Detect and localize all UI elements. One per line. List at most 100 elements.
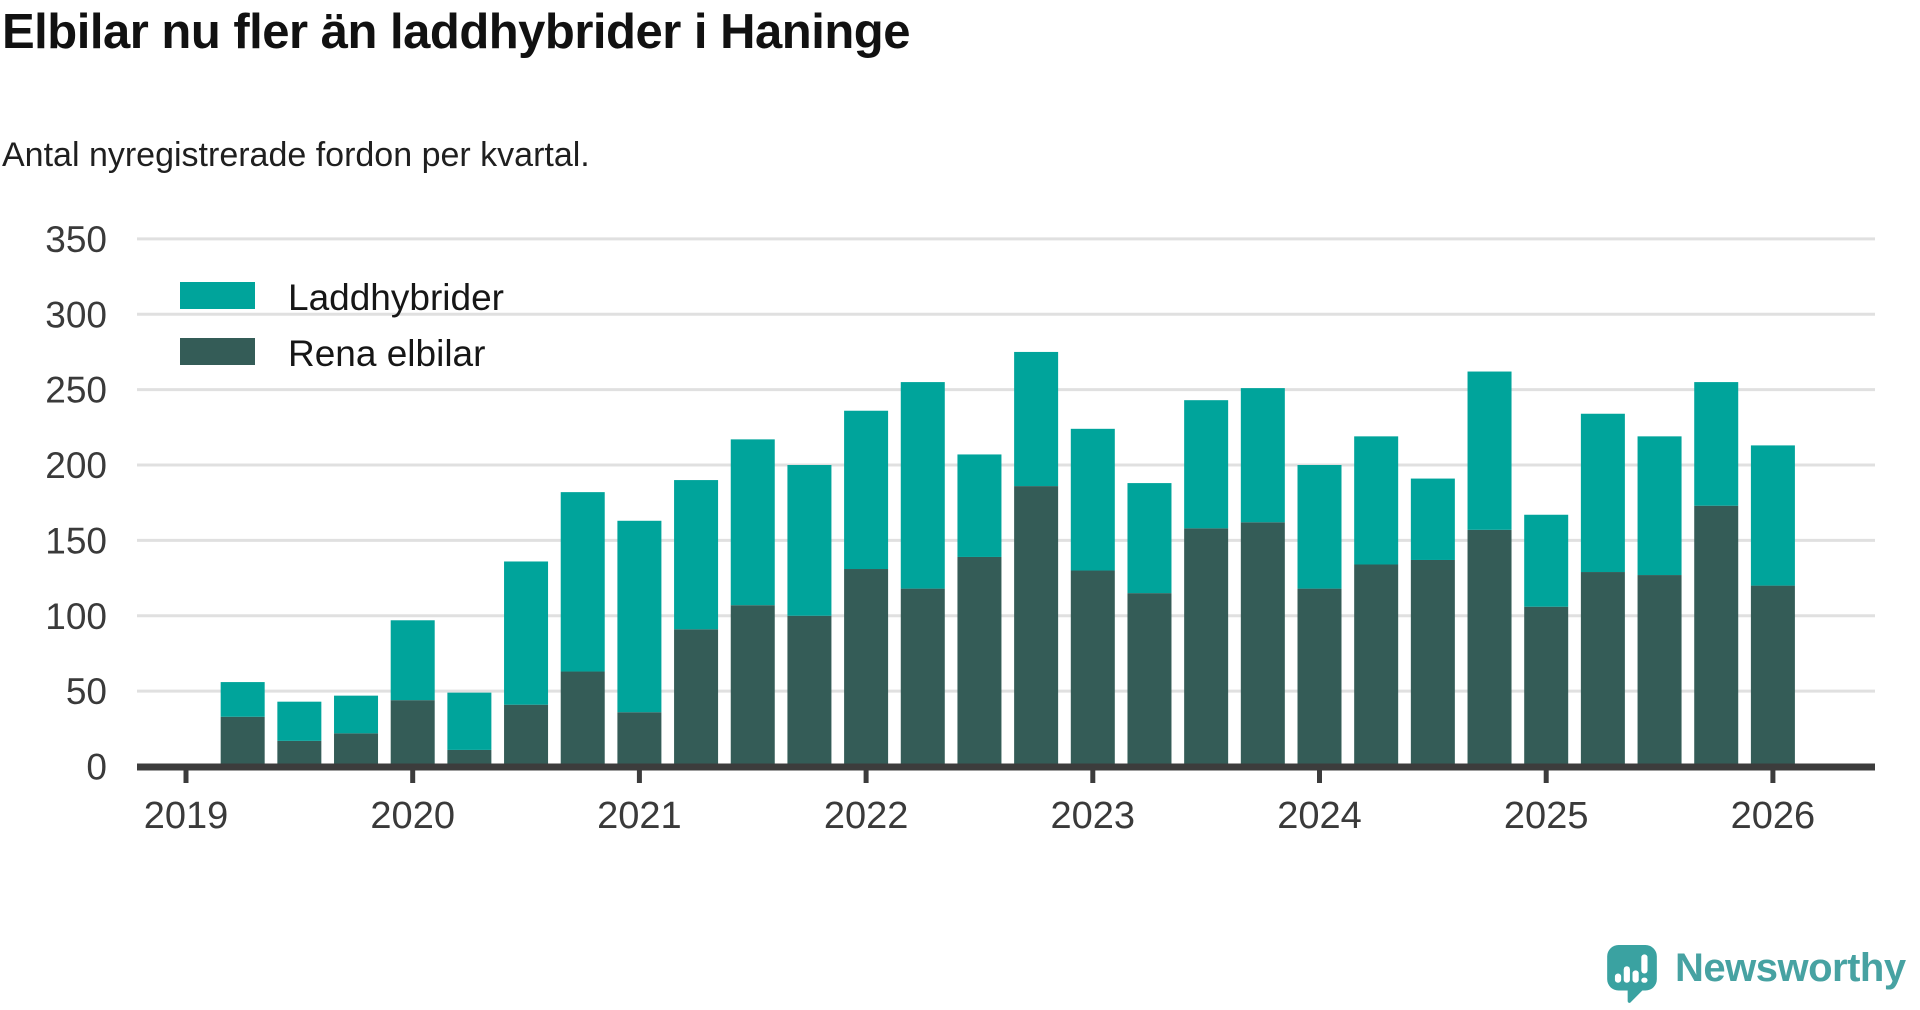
- x-tick-label-2020: 2020: [370, 795, 455, 837]
- legend-label-laddhybrider: Laddhybrider: [288, 277, 504, 318]
- bar-2023-Q1-rena-elbilar: [1070, 570, 1115, 771]
- bar-2020-Q3-laddhybrider: [504, 561, 549, 705]
- legend-swatch-rena-elbilar: [180, 338, 255, 365]
- gridline-250: [137, 388, 1875, 392]
- bar-2026-Q1-laddhybrider: [1750, 445, 1795, 586]
- bar-2021-Q3-rena-elbilar: [730, 605, 775, 771]
- bar-2024-Q1-laddhybrider: [1297, 465, 1342, 589]
- bar-2025-Q2-rena-elbilar: [1580, 572, 1625, 771]
- bar-2021-Q1-rena-elbilar: [617, 712, 662, 771]
- bar-2021-Q4-rena-elbilar: [787, 615, 832, 771]
- bar-2019-Q3-laddhybrider: [277, 701, 322, 741]
- bar-2024-Q2-rena-elbilar: [1354, 564, 1399, 771]
- gridline-150: [137, 538, 1875, 542]
- x-axis-line: [137, 763, 1875, 771]
- bar-2025-Q1-rena-elbilar: [1524, 606, 1569, 771]
- x-tick-2019: [183, 770, 189, 783]
- gridline-50: [137, 689, 1875, 693]
- gridline-100: [137, 614, 1875, 618]
- y-tick-label-250: 250: [45, 370, 107, 411]
- bar-2026-Q1-rena-elbilar: [1750, 585, 1795, 771]
- bar-2022-Q3-rena-elbilar: [957, 556, 1002, 771]
- bar-2025-Q3-laddhybrider: [1637, 436, 1682, 576]
- bar-2022-Q3-laddhybrider: [957, 454, 1002, 557]
- y-tick-label-150: 150: [45, 520, 107, 561]
- bar-2023-Q3-rena-elbilar: [1184, 528, 1229, 771]
- x-tick-2020: [410, 770, 416, 783]
- gridline-200: [137, 463, 1875, 467]
- bar-2021-Q2-rena-elbilar: [674, 629, 719, 771]
- bar-2020-Q4-laddhybrider: [560, 492, 605, 672]
- bar-2021-Q2-laddhybrider: [674, 480, 719, 630]
- bar-2020-Q1-laddhybrider: [390, 620, 435, 701]
- brand-logo: Newsworthy: [1606, 944, 1906, 1004]
- logo-bar-3: [1632, 970, 1639, 983]
- y-tick-label-50: 50: [66, 671, 107, 712]
- x-tick-label-2019: 2019: [144, 795, 229, 837]
- bar-2023-Q4-rena-elbilar: [1240, 522, 1285, 771]
- bar-2023-Q3-laddhybrider: [1184, 400, 1229, 529]
- logo-bubble: [1607, 945, 1657, 1003]
- gridline-300: [137, 312, 1875, 316]
- legend-label-rena-elbilar: Rena elbilar: [288, 333, 485, 374]
- logo-bar-1: [1614, 973, 1622, 983]
- bar-2024-Q1-rena-elbilar: [1297, 588, 1342, 771]
- brand-name: Newsworthy: [1675, 946, 1906, 990]
- y-tick-label-200: 200: [45, 445, 107, 486]
- bar-2025-Q1-laddhybrider: [1524, 514, 1569, 607]
- bar-2019-Q4-laddhybrider: [334, 695, 379, 734]
- bar-2022-Q2-rena-elbilar: [900, 588, 945, 771]
- logo-exclamation-dot: [1641, 977, 1648, 983]
- bar-2022-Q1-laddhybrider: [844, 410, 889, 570]
- logo-exclamation-stick: [1641, 954, 1648, 974]
- newsworthy-logo-icon: [1607, 945, 1657, 1003]
- bar-2022-Q1-rena-elbilar: [844, 569, 889, 771]
- bar-2023-Q2-rena-elbilar: [1127, 593, 1172, 771]
- bar-2024-Q3-laddhybrider: [1410, 478, 1455, 560]
- bar-2021-Q1-laddhybrider: [617, 520, 662, 713]
- bar-2024-Q4-rena-elbilar: [1467, 529, 1512, 771]
- x-tick-label-2023: 2023: [1051, 795, 1136, 837]
- bar-2022-Q4-laddhybrider: [1014, 351, 1059, 487]
- bar-2025-Q3-rena-elbilar: [1637, 575, 1682, 771]
- x-tick-label-2024: 2024: [1277, 795, 1362, 837]
- gridline-350: [137, 237, 1875, 241]
- bar-2025-Q4-rena-elbilar: [1694, 505, 1739, 771]
- bar-2023-Q4-laddhybrider: [1240, 388, 1285, 523]
- bar-2019-Q2-laddhybrider: [220, 682, 265, 717]
- bar-2020-Q2-laddhybrider: [447, 692, 492, 750]
- x-tick-label-2021: 2021: [597, 795, 682, 837]
- x-tick-2025: [1543, 770, 1549, 783]
- x-tick-2022: [863, 770, 869, 783]
- x-tick-label-2026: 2026: [1731, 795, 1816, 837]
- legend-swatch-laddhybrider: [180, 282, 255, 309]
- bar-2025-Q2-laddhybrider: [1580, 413, 1625, 573]
- bar-2019-Q2-rena-elbilar: [220, 716, 265, 771]
- y-tick-label-350: 350: [45, 219, 107, 260]
- bar-2021-Q3-laddhybrider: [730, 439, 775, 606]
- x-tick-2021: [636, 770, 642, 783]
- x-tick-2026: [1770, 770, 1776, 783]
- bar-2022-Q2-laddhybrider: [900, 382, 945, 589]
- page-subtitle: Antal nyregistrerade fordon per kvartal.: [2, 136, 590, 174]
- x-tick-label-2025: 2025: [1504, 795, 1589, 837]
- y-tick-label-300: 300: [45, 294, 107, 335]
- bar-2021-Q4-laddhybrider: [787, 465, 832, 616]
- y-tick-label-0: 0: [86, 747, 107, 788]
- logo-bar-2: [1623, 966, 1630, 983]
- x-tick-2024: [1317, 770, 1322, 783]
- bar-2024-Q4-laddhybrider: [1467, 371, 1512, 530]
- y-tick-label-100: 100: [45, 596, 107, 637]
- x-tick-label-2022: 2022: [824, 795, 909, 837]
- bar-2024-Q3-rena-elbilar: [1410, 559, 1455, 771]
- page-title: Elbilar nu fler än laddhybrider i Haning…: [2, 5, 910, 59]
- bar-2020-Q3-rena-elbilar: [504, 704, 549, 771]
- bar-2020-Q4-rena-elbilar: [560, 671, 605, 771]
- bar-2025-Q4-laddhybrider: [1694, 382, 1739, 506]
- bar-2020-Q1-rena-elbilar: [390, 700, 435, 771]
- x-tick-2023: [1090, 770, 1096, 783]
- bar-2023-Q1-laddhybrider: [1070, 428, 1115, 571]
- bar-2022-Q4-rena-elbilar: [1014, 486, 1059, 771]
